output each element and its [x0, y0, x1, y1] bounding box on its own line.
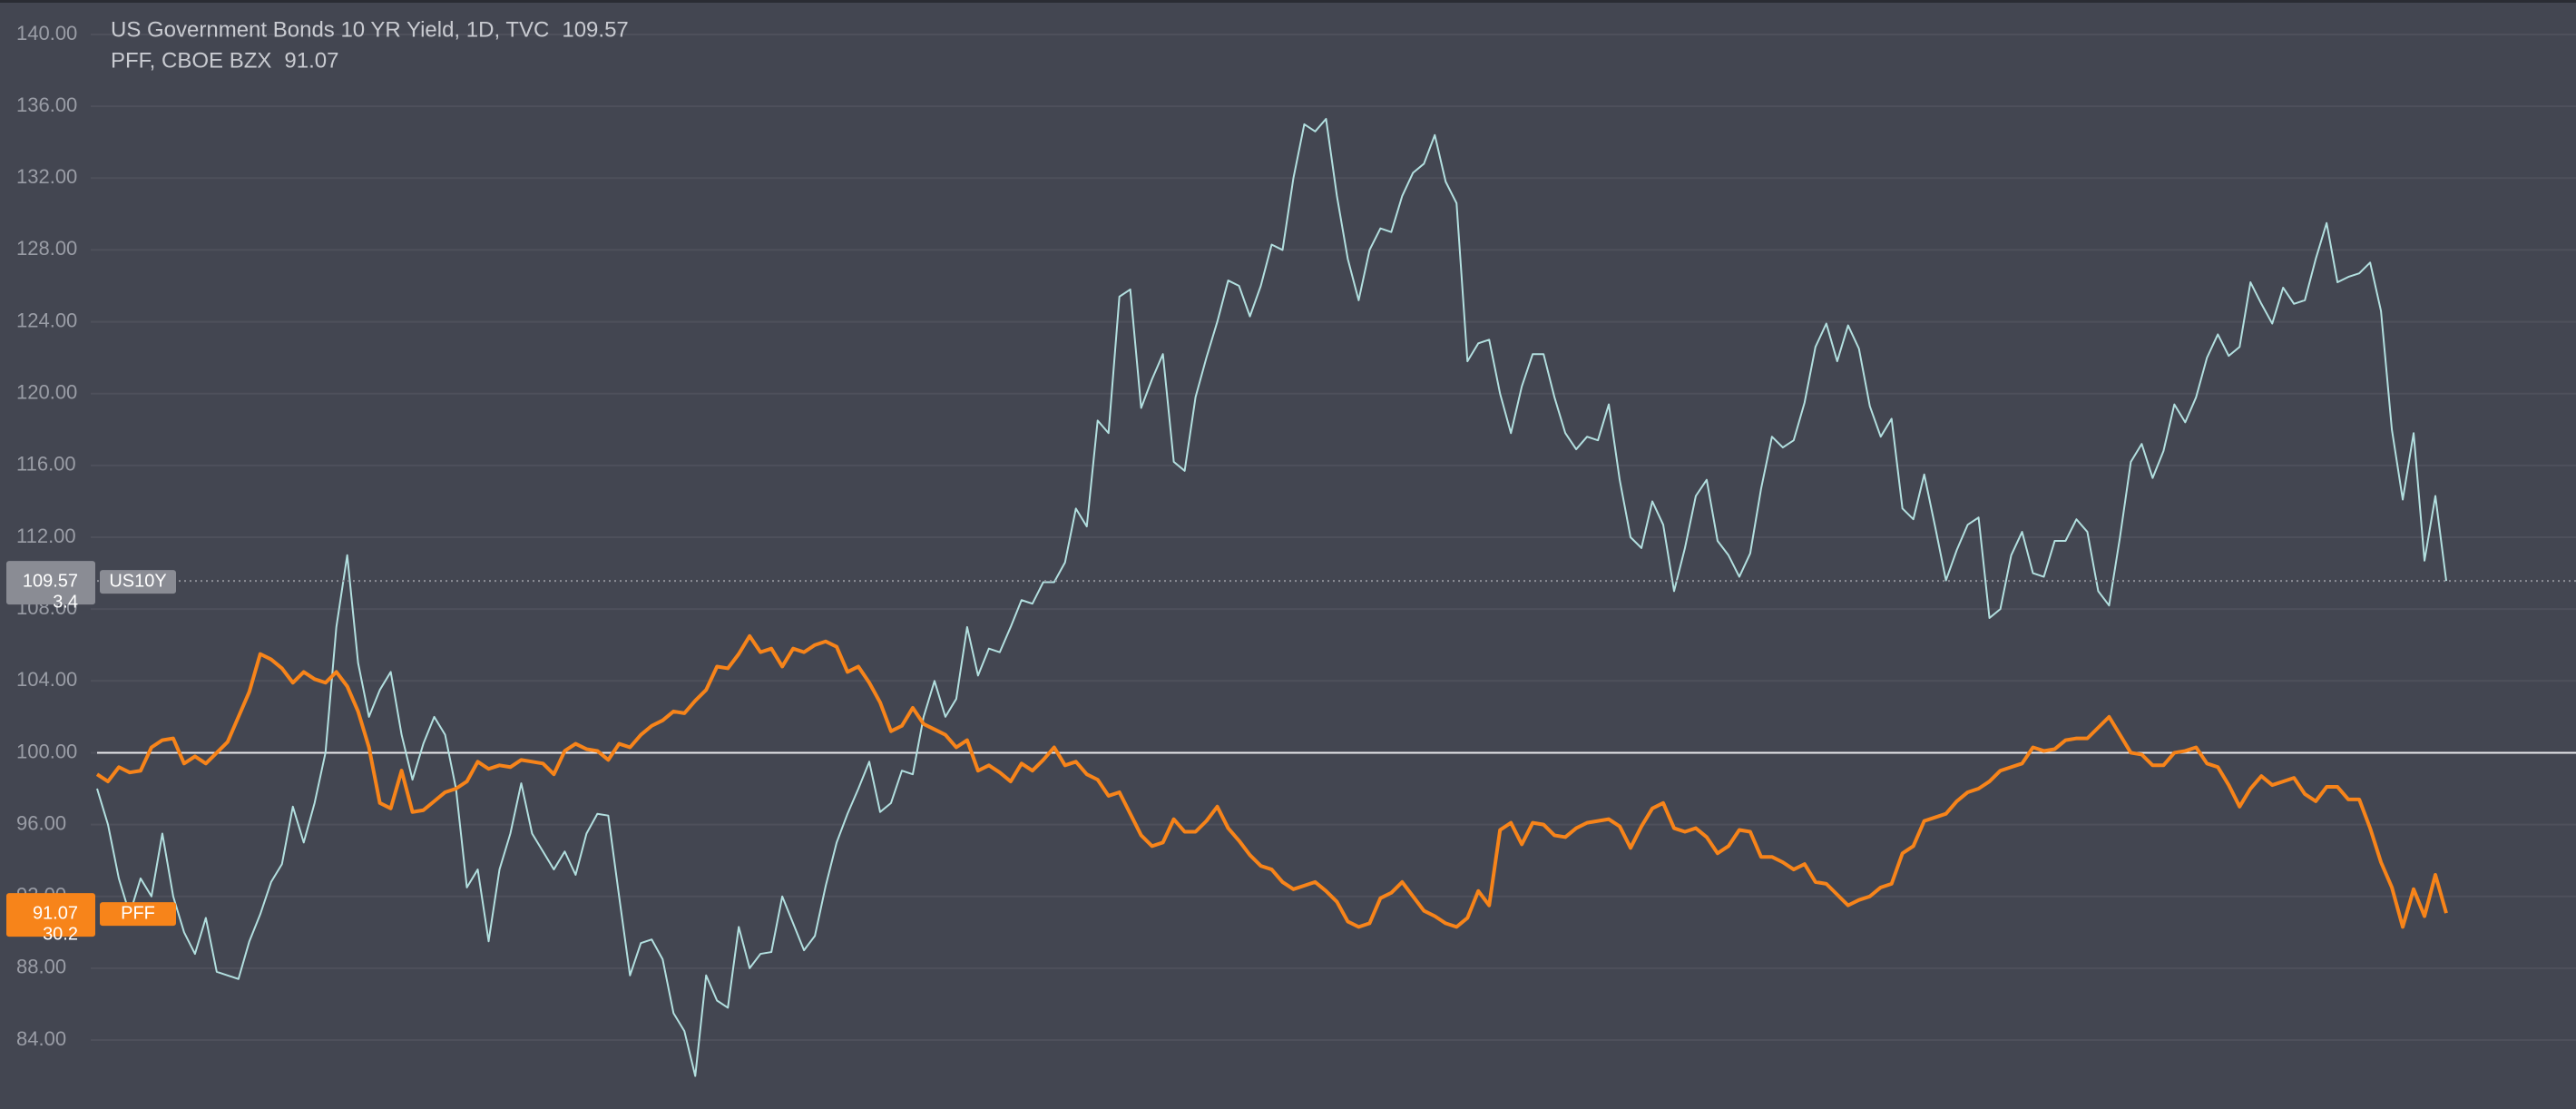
plot — [95, 117, 2576, 1077]
y-tick-label: 140.00 — [16, 22, 77, 44]
y-tick-label: 100.00 — [16, 740, 77, 762]
price-badge-change: 3.4 — [53, 592, 78, 612]
y-tick-label: 120.00 — [16, 381, 77, 404]
legend-value: 109.57 — [562, 17, 628, 42]
y-tick-label: 124.00 — [16, 309, 77, 331]
price-badge-value: 109.57 — [23, 571, 78, 591]
y-tick-label: 132.00 — [16, 165, 77, 188]
symbol-badge-label: PFF — [121, 903, 155, 923]
y-tick-label: 116.00 — [16, 453, 76, 476]
y-tick-label: 128.00 — [16, 237, 77, 260]
y-tick-label: 88.00 — [16, 956, 66, 978]
symbol-badge — [100, 570, 176, 594]
symbol-badge — [100, 902, 176, 927]
y-tick-label: 136.00 — [16, 93, 77, 116]
series-line — [96, 117, 2447, 1077]
price-badge-value: 91.07 — [33, 903, 78, 923]
series-line — [95, 633, 2448, 929]
y-tick-label: 104.00 — [16, 668, 77, 691]
legend-value: 91.07 — [284, 48, 338, 73]
y-tick-label: 112.00 — [16, 525, 76, 547]
price-badge — [6, 561, 95, 605]
y-tick-label: 84.00 — [16, 1027, 66, 1050]
top-border — [0, 0, 2576, 3]
legend: US Government Bonds 10 YR Yield, 1D, TVC… — [111, 17, 629, 73]
symbol-badge-label: US10Y — [109, 571, 166, 591]
price-badge-change: 30.2 — [43, 924, 78, 944]
price-badge — [6, 893, 95, 937]
legend-name: US Government Bonds 10 YR Yield, 1D, TVC — [111, 17, 549, 42]
y-tick-label: 96.00 — [16, 811, 66, 834]
legend-name: PFF, CBOE BZX — [111, 48, 271, 73]
